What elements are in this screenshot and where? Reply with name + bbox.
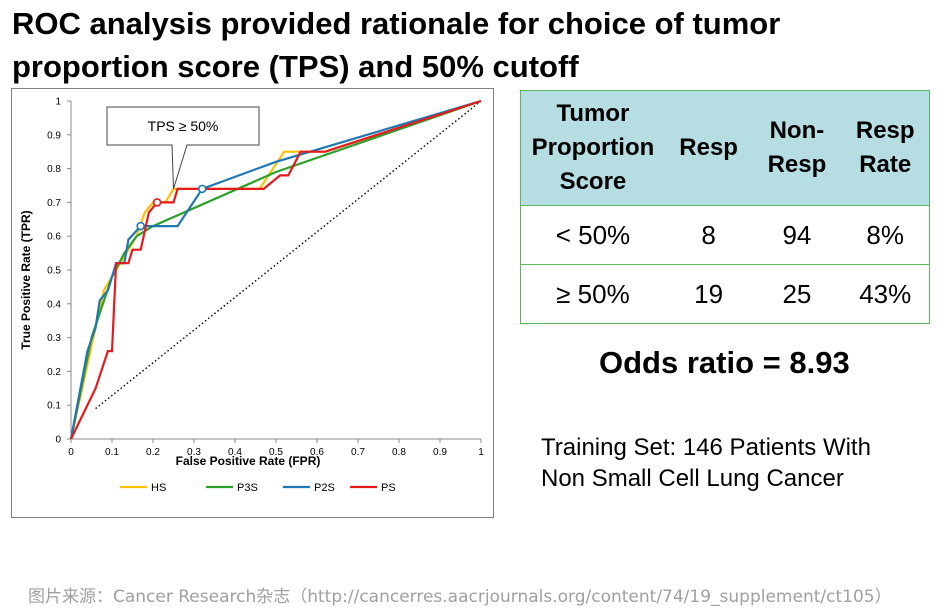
y-tick-label: 1 [55, 97, 61, 108]
y-tick-label: 0.3 [47, 333, 61, 344]
y-tick-label: 0.8 [47, 164, 61, 175]
table-header-row: Tumor Proportion Score Resp Non-Resp Res… [520, 90, 930, 206]
slide-title: ROC analysis provided rationale for choi… [12, 6, 781, 84]
cutoff-marker-ps [152, 198, 162, 207]
series-line-hs [69, 99, 482, 440]
cutoff-marker-p2s [136, 221, 145, 231]
legend-label-p3s: P3S [237, 482, 258, 494]
y-tick-label: 0.9 [47, 130, 61, 141]
table-cell: 43% [841, 264, 930, 324]
x-tick-label: 0.8 [392, 447, 406, 458]
x-tick-label: 0.9 [433, 447, 447, 458]
table-cell: ≥ 50% [520, 264, 665, 324]
table-cell: 8 [664, 205, 753, 265]
annotation-callout [106, 106, 260, 190]
y-tick-label: 0.2 [47, 367, 61, 378]
header-resp-rate: Resp Rate [841, 90, 930, 206]
table-cell: 25 [752, 264, 842, 324]
y-tick-label: 0 [55, 435, 61, 446]
series-line-p2s [69, 99, 482, 440]
tps-response-table: Tumor Proportion Score Resp Non-Resp Res… [520, 90, 930, 324]
roc-chart: 0 0.1 0.2 0.3 0.4 0.5 0.6 0.7 0.8 0.9 1 0 0.1 0.2 0.3 0… [19, 97, 484, 495]
table-cell: 19 [664, 264, 753, 324]
table-cell: 8% [841, 205, 930, 265]
table-row: ≥ 50% 19 25 43% [520, 264, 930, 324]
x-tick-label: 0.4 [228, 447, 242, 458]
x-tick-label: 0.5 [269, 447, 283, 458]
odds-ratio: Odds ratio = 8.93 [599, 345, 850, 380]
x-tick-label: 0.1 [105, 447, 119, 458]
cutoff-marker-p2s [197, 184, 207, 194]
roc-chart-panel: 0 0.1 0.2 0.3 0.4 0.5 0.6 0.7 0.8 0.9 1 0 0.1 0.2 0.3 0… [11, 88, 494, 518]
x-tick-label: 1 [478, 447, 484, 458]
y-tick-label: 0.1 [47, 401, 61, 412]
y-tick-label: 0.6 [47, 232, 61, 243]
legend-label-hs: HS [151, 482, 166, 494]
series-line-ps [70, 99, 482, 440]
x-tick-label: 0.2 [146, 447, 160, 458]
source-caption: 图片来源：Cancer Research杂志（http://cancerres.… [28, 587, 892, 607]
x-axis-title: False Positive Rate (FPR) [176, 454, 321, 468]
header-resp: Resp [664, 90, 753, 206]
reference-diagonal-line [95, 100, 482, 410]
x-tick-label: 0.3 [187, 447, 201, 458]
series-line-p3s [69, 99, 482, 440]
y-axis-title: True Positive Rate (TPR) [19, 210, 33, 349]
x-tick-label: 0.7 [351, 447, 365, 458]
x-tick-label: 0.6 [310, 447, 324, 458]
header-tumor-proportion-score: Tumor Proportion Score [520, 90, 665, 206]
training-set-note: Training Set: 146 Patients With Non Smal… [541, 434, 871, 492]
header-non-resp: Non-Resp [752, 90, 842, 206]
annotation-label: TPS ≥ 50% [148, 118, 219, 134]
legend-label-p2s: P2S [314, 482, 335, 494]
table-cell: < 50% [520, 205, 665, 265]
table-cell: 94 [752, 205, 842, 265]
y-tick-label: 0.7 [47, 198, 61, 209]
y-tick-label: 0.4 [47, 299, 61, 310]
table-row: < 50% 8 94 8% [520, 205, 930, 265]
legend-label-ps: PS [381, 482, 396, 494]
y-tick-label: 0.5 [47, 266, 61, 277]
x-tick-label: 0 [68, 447, 74, 458]
